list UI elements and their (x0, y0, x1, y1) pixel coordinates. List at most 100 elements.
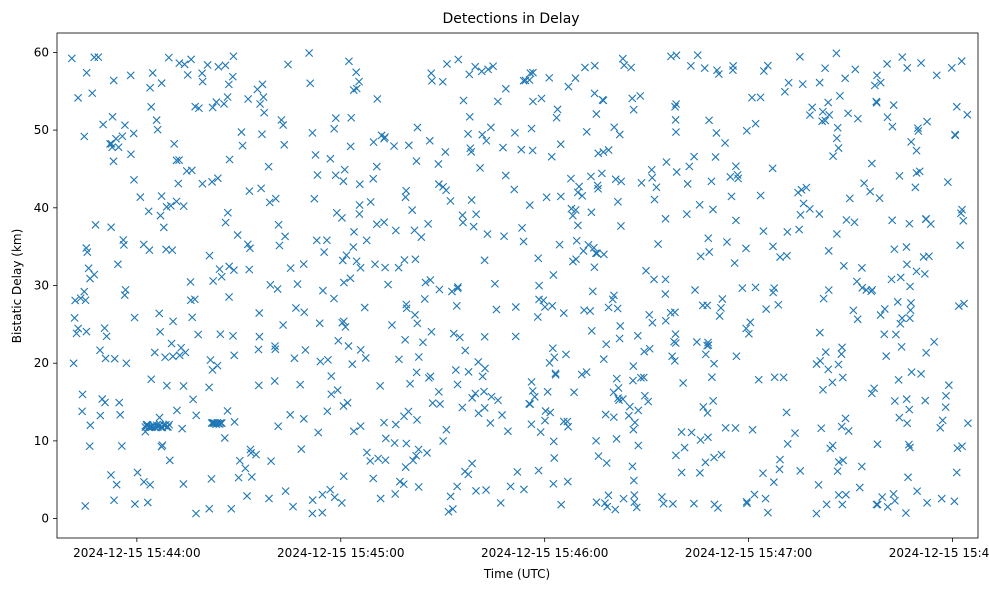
data-point (824, 98, 833, 107)
data-point (159, 223, 168, 232)
data-point (923, 117, 932, 126)
data-point (963, 110, 972, 119)
data-point (549, 479, 558, 488)
data-point (194, 330, 203, 339)
data-point (912, 267, 921, 276)
data-point (883, 113, 892, 122)
data-point (130, 500, 139, 509)
data-point (78, 390, 87, 399)
data-point (552, 113, 561, 122)
data-point (668, 352, 677, 361)
x-axis-label: Time (UTC) (483, 567, 550, 581)
data-point (853, 315, 862, 324)
data-point (116, 410, 125, 419)
data-point (905, 405, 914, 414)
data-point (650, 275, 658, 284)
data-point (500, 232, 509, 241)
data-point (129, 129, 138, 138)
data-point (890, 397, 899, 405)
data-point (872, 500, 881, 509)
data-point (468, 393, 477, 402)
data-point (690, 152, 699, 161)
data-point (841, 414, 850, 423)
data-point (157, 442, 166, 451)
data-point (703, 341, 712, 350)
data-point (412, 451, 421, 460)
data-point (444, 507, 453, 516)
data-point (480, 332, 489, 341)
data-point (593, 249, 602, 258)
data-point (518, 223, 527, 232)
data-point (308, 496, 317, 505)
data-point (333, 386, 342, 395)
data-point (88, 89, 97, 98)
data-point (410, 310, 419, 319)
data-point (179, 382, 188, 390)
data-point (812, 509, 821, 518)
data-point (119, 236, 128, 245)
data-point (330, 493, 339, 502)
data-point (710, 500, 719, 509)
data-point (144, 207, 153, 216)
data-point (81, 501, 90, 510)
data-point (612, 374, 621, 383)
data-point (279, 321, 288, 329)
data-point (769, 478, 778, 487)
data-point (557, 500, 566, 509)
data-point (589, 243, 598, 252)
data-point (331, 114, 340, 123)
data-point (402, 439, 411, 448)
data-point (308, 128, 317, 137)
data-point (870, 384, 879, 393)
data-point (701, 458, 710, 467)
data-point (822, 500, 831, 509)
data-point (395, 477, 404, 486)
data-point (527, 124, 536, 133)
data-point (449, 329, 458, 338)
data-point (80, 132, 89, 141)
data-point (186, 277, 195, 286)
data-point (215, 265, 224, 274)
data-point (661, 214, 670, 223)
data-point (229, 266, 238, 275)
data-point (647, 165, 656, 174)
data-point (421, 278, 430, 287)
data-point (564, 82, 573, 91)
data-point (571, 206, 580, 215)
data-point (434, 180, 443, 189)
data-point (427, 76, 436, 85)
data-point (216, 418, 225, 427)
data-point (559, 417, 568, 426)
data-point (148, 68, 157, 77)
data-point (742, 497, 751, 506)
data-point (311, 150, 320, 159)
data-point (511, 332, 520, 341)
data-point (919, 252, 928, 261)
data-point (225, 155, 234, 164)
data-point (344, 342, 353, 351)
data-point (692, 338, 701, 347)
data-point (619, 494, 628, 503)
data-point (327, 390, 336, 399)
data-point (937, 494, 946, 503)
data-point (834, 360, 843, 369)
data-point (286, 264, 295, 273)
data-point (213, 174, 222, 183)
data-point (410, 226, 419, 235)
data-point (126, 150, 135, 159)
data-point (130, 313, 139, 322)
data-point (617, 177, 626, 186)
data-point (452, 301, 461, 310)
data-point (414, 353, 423, 362)
data-point (561, 350, 570, 359)
data-point (727, 192, 736, 201)
data-point (352, 84, 361, 93)
data-point (821, 348, 830, 357)
data-point (857, 462, 866, 471)
data-point (346, 142, 355, 151)
data-point (586, 172, 595, 181)
data-point (330, 124, 339, 133)
data-point (230, 417, 239, 426)
data-point (187, 166, 196, 175)
